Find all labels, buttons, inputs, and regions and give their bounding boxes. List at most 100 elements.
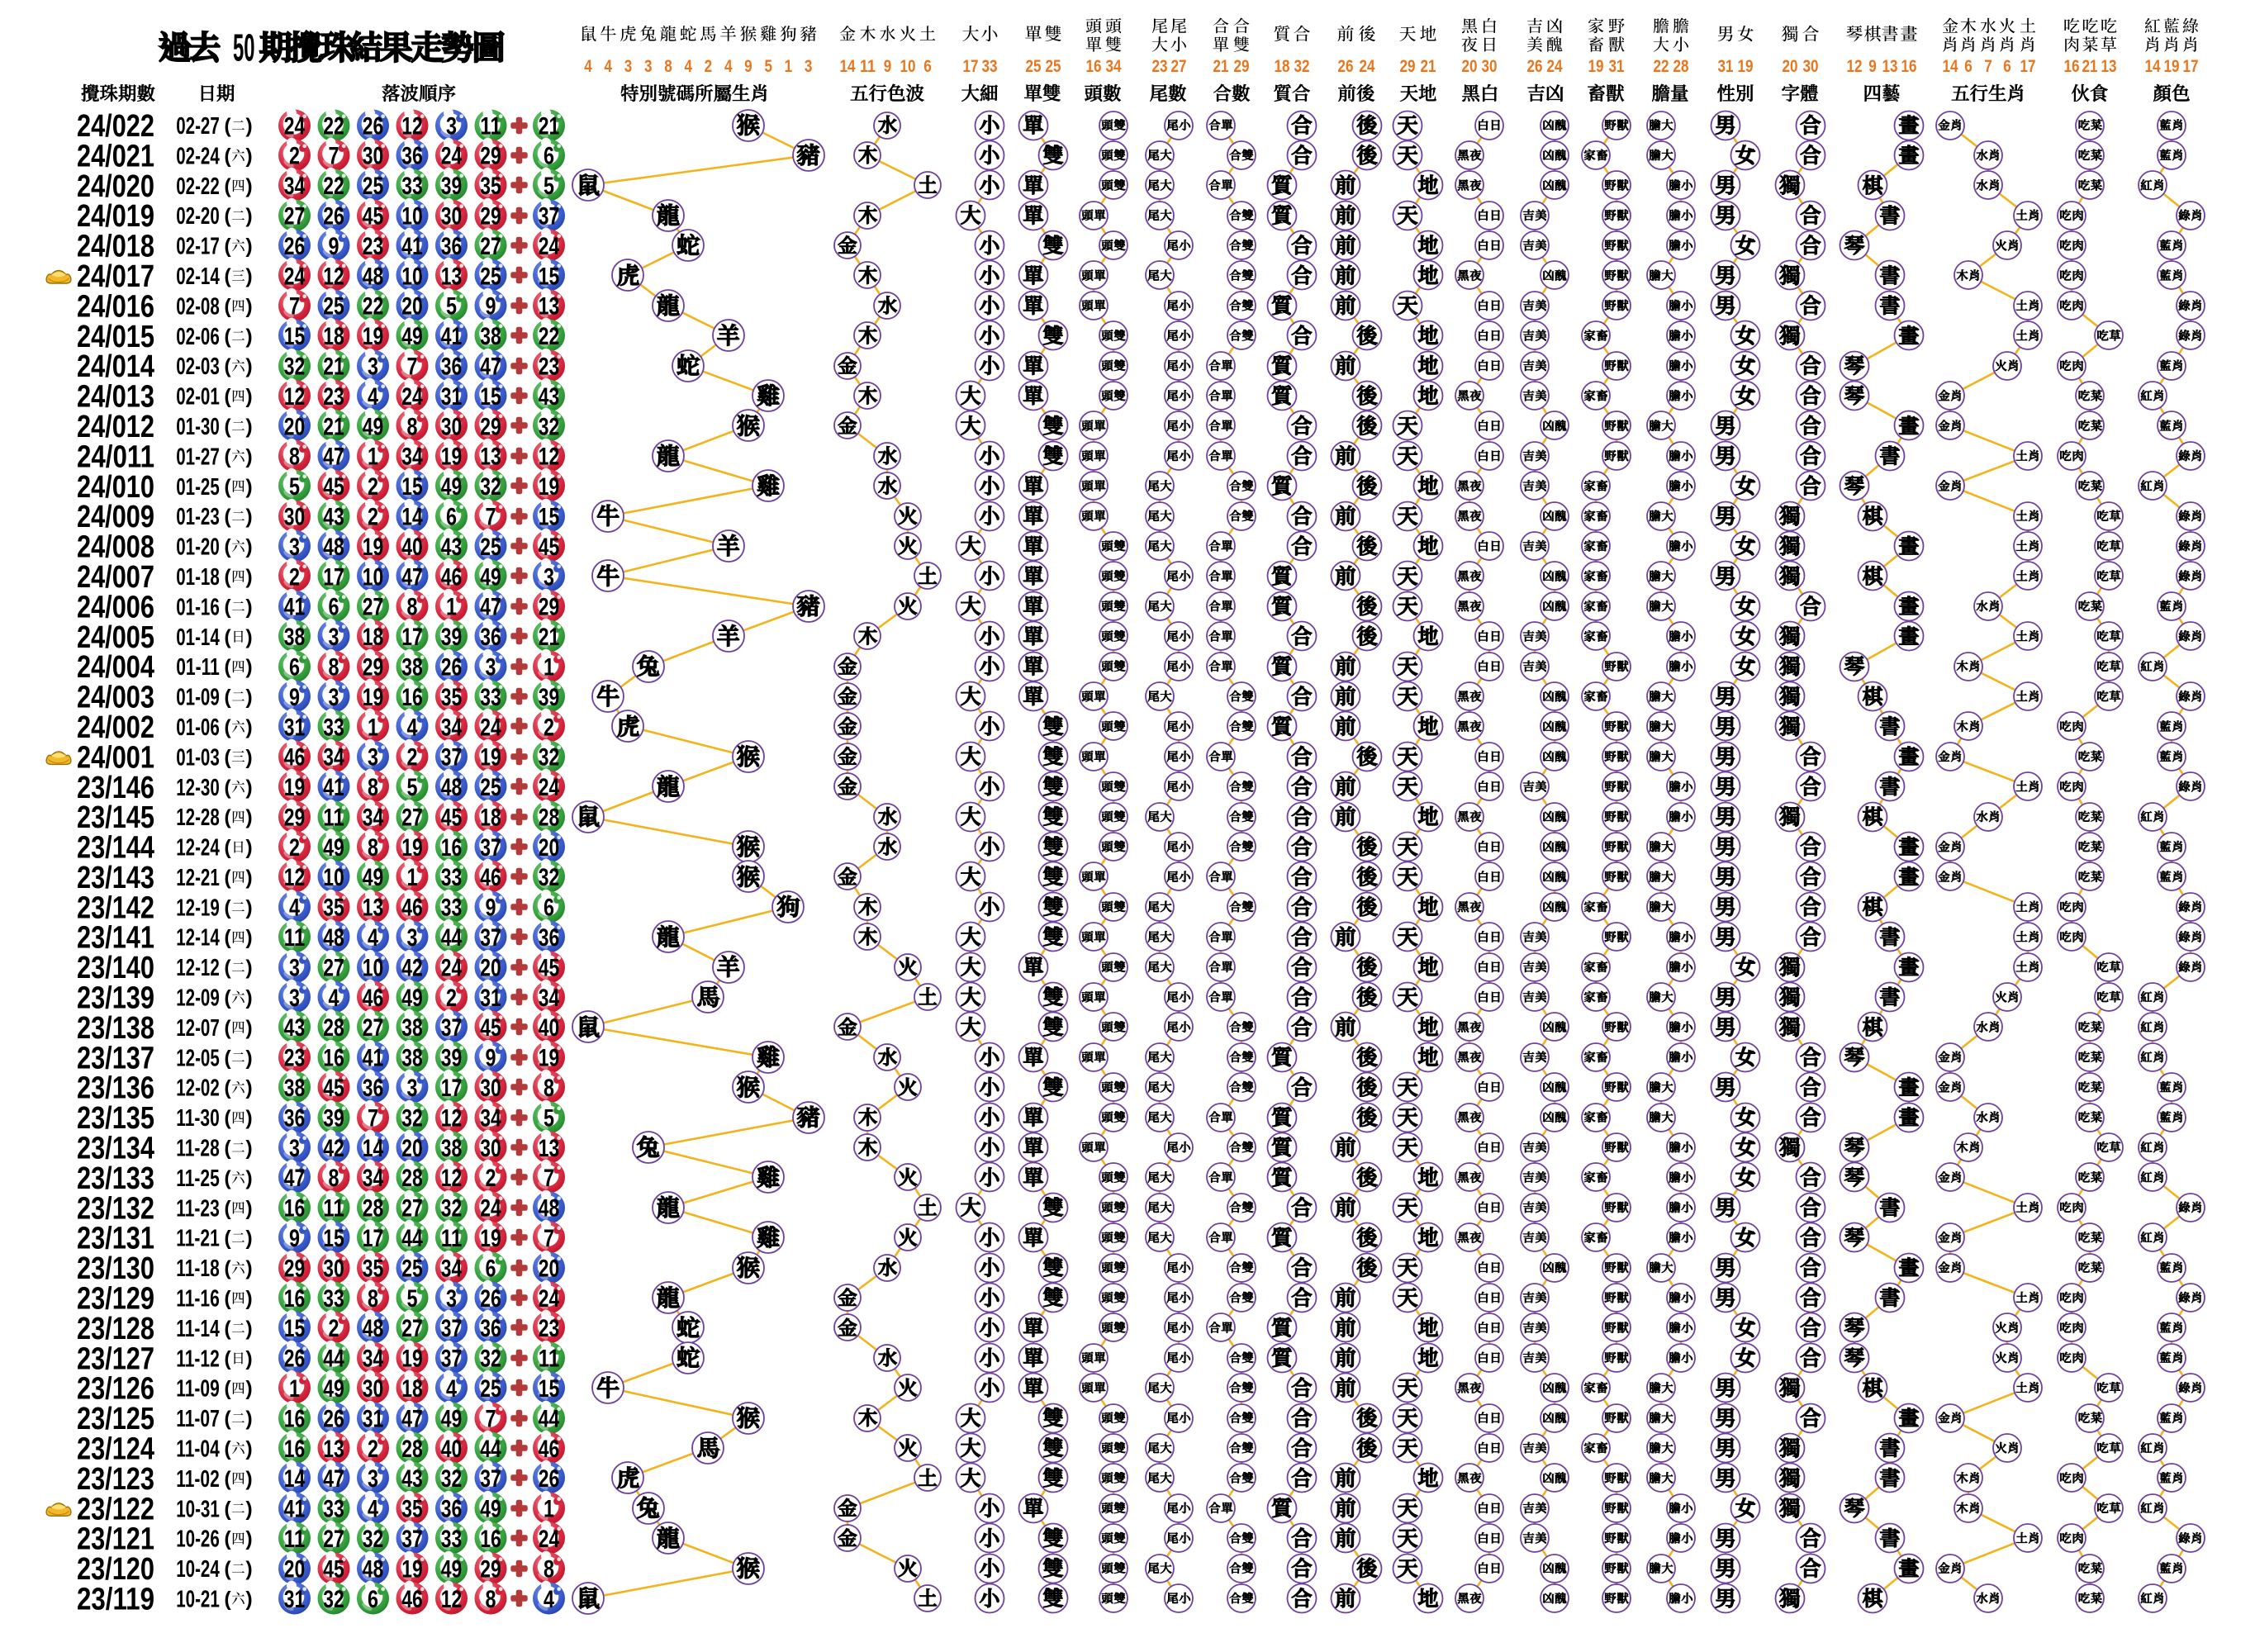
svg-text:19: 19 — [363, 684, 384, 711]
svg-text:21: 21 — [539, 112, 560, 140]
svg-text:26: 26 — [1338, 57, 1354, 76]
svg-text:23: 23 — [1152, 57, 1168, 76]
svg-text:02-01: 02-01 — [176, 384, 220, 411]
svg-text:8: 8 — [368, 774, 378, 801]
svg-text:12-14: 12-14 — [176, 925, 220, 952]
svg-text:): ) — [245, 355, 252, 378]
svg-text:): ) — [245, 1317, 252, 1340]
svg-text:16: 16 — [2064, 57, 2080, 76]
svg-text:18: 18 — [363, 624, 384, 651]
svg-text:44: 44 — [480, 1436, 501, 1463]
svg-text:27: 27 — [1171, 57, 1187, 76]
svg-text:18: 18 — [401, 1375, 423, 1403]
svg-text:16: 16 — [401, 684, 423, 711]
svg-text:7: 7 — [368, 1104, 378, 1132]
svg-text:37: 37 — [480, 1465, 501, 1493]
svg-text:(: ( — [224, 1527, 231, 1550]
svg-text:10: 10 — [323, 864, 344, 891]
svg-text:): ) — [245, 1227, 252, 1250]
svg-text:11: 11 — [480, 112, 501, 140]
svg-text:29: 29 — [284, 1255, 306, 1282]
svg-text:45: 45 — [323, 1555, 344, 1583]
svg-text:15: 15 — [323, 1225, 344, 1252]
svg-text:): ) — [245, 596, 252, 619]
svg-text:11-30: 11-30 — [176, 1105, 220, 1132]
svg-text:22: 22 — [1654, 57, 1669, 76]
svg-text:15: 15 — [284, 1315, 306, 1342]
svg-text:): ) — [245, 716, 252, 739]
svg-text:9: 9 — [486, 293, 496, 320]
svg-text:(: ( — [224, 1467, 231, 1490]
svg-text:4: 4 — [584, 57, 592, 76]
svg-text:12-07: 12-07 — [176, 1015, 220, 1042]
svg-text:40: 40 — [441, 1436, 463, 1463]
svg-text:41: 41 — [363, 1045, 384, 1072]
svg-text:13: 13 — [323, 1436, 344, 1463]
svg-text:43: 43 — [323, 504, 344, 531]
svg-text:49: 49 — [323, 834, 344, 862]
svg-text:46: 46 — [401, 895, 423, 922]
svg-text:24: 24 — [480, 714, 501, 741]
svg-text:11: 11 — [284, 1526, 306, 1553]
svg-text:32: 32 — [323, 1586, 344, 1613]
svg-text:10: 10 — [363, 563, 384, 591]
svg-text:20: 20 — [401, 1135, 423, 1162]
svg-text:29: 29 — [1234, 57, 1250, 76]
svg-text:27: 27 — [401, 1195, 423, 1222]
svg-text:28: 28 — [363, 1195, 384, 1222]
svg-text:11: 11 — [539, 1346, 560, 1373]
svg-text:46: 46 — [480, 864, 501, 891]
svg-text:(: ( — [224, 716, 231, 739]
svg-text:39: 39 — [323, 1104, 344, 1132]
svg-text:5: 5 — [407, 1285, 418, 1313]
svg-text:36: 36 — [284, 1104, 306, 1132]
svg-text:(: ( — [224, 145, 231, 168]
svg-text:16: 16 — [441, 834, 463, 862]
svg-text:34: 34 — [401, 444, 423, 471]
svg-text:28: 28 — [539, 805, 560, 832]
svg-text:6: 6 — [544, 895, 554, 922]
svg-text:13: 13 — [441, 263, 463, 290]
svg-text:): ) — [245, 535, 252, 558]
svg-text:12: 12 — [284, 864, 306, 891]
svg-text:10: 10 — [900, 57, 916, 76]
svg-text:10-26: 10-26 — [176, 1526, 220, 1553]
svg-text:10-31: 10-31 — [176, 1496, 220, 1522]
svg-text:49: 49 — [363, 413, 384, 440]
svg-text:14: 14 — [840, 57, 856, 76]
svg-text:31: 31 — [284, 714, 306, 741]
svg-text:49: 49 — [363, 864, 384, 891]
svg-text:19: 19 — [480, 1225, 501, 1252]
svg-text:33: 33 — [323, 1285, 344, 1313]
svg-text:3: 3 — [407, 1075, 418, 1102]
svg-text:45: 45 — [539, 954, 560, 981]
svg-text:7: 7 — [289, 293, 300, 320]
svg-text:4: 4 — [604, 57, 612, 76]
svg-text:01-30: 01-30 — [176, 414, 220, 440]
svg-text:(: ( — [224, 415, 231, 439]
svg-text:12: 12 — [441, 1165, 463, 1192]
svg-text:): ) — [245, 1408, 252, 1431]
svg-text:32: 32 — [441, 1465, 463, 1493]
svg-text:34: 34 — [363, 1165, 384, 1192]
svg-text:31: 31 — [1718, 57, 1734, 76]
svg-text:44: 44 — [323, 1346, 344, 1373]
svg-text:11: 11 — [860, 57, 876, 76]
svg-text:46: 46 — [401, 1586, 423, 1613]
svg-text:1: 1 — [289, 1375, 300, 1403]
svg-text:47: 47 — [480, 354, 501, 381]
svg-text:38: 38 — [401, 654, 423, 681]
svg-text:29: 29 — [284, 805, 306, 832]
svg-text:02-17: 02-17 — [176, 234, 220, 260]
svg-text:47: 47 — [284, 1165, 306, 1192]
svg-text:49: 49 — [441, 1555, 463, 1583]
svg-text:29: 29 — [539, 594, 560, 621]
svg-text:02-08: 02-08 — [176, 293, 220, 320]
svg-text:): ) — [245, 295, 252, 318]
svg-text:14: 14 — [1943, 57, 1958, 76]
svg-text:23/119: 23/119 — [77, 1583, 154, 1617]
svg-text:): ) — [245, 776, 252, 799]
svg-text:46: 46 — [441, 563, 463, 591]
svg-text:6: 6 — [486, 1255, 496, 1282]
svg-text:): ) — [245, 656, 252, 679]
